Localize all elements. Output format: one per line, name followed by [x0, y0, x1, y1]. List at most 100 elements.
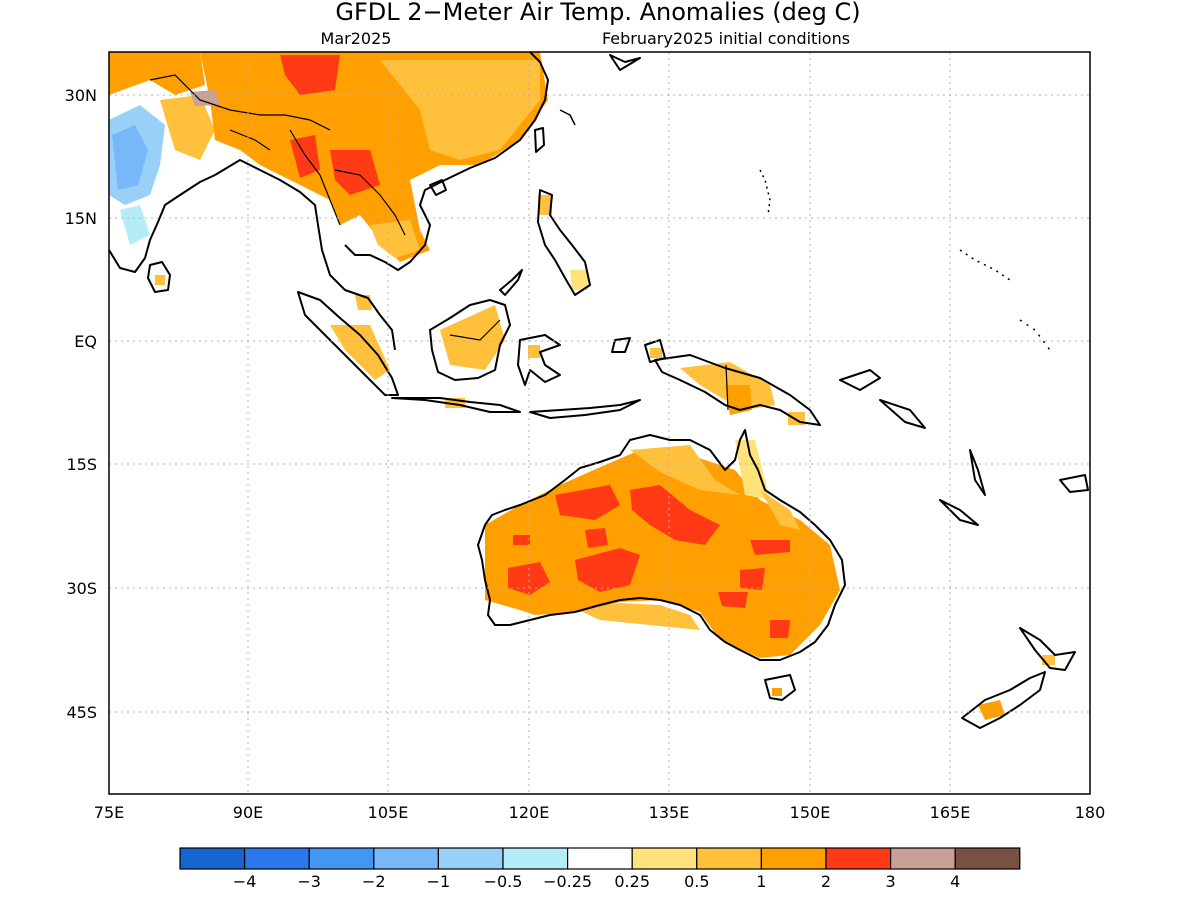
border-india-china [149, 74, 331, 131]
cape-york-light [735, 440, 770, 500]
java-coastline [391, 397, 521, 413]
china-coastline [469, 52, 549, 169]
colorbar-tick-label: −0.25 [543, 872, 592, 891]
colorbar-swatch [889, 847, 956, 870]
australia-hot-1 [555, 485, 620, 520]
mainland-se-asia-coastline [214, 159, 396, 351]
colorbar-swatch [631, 847, 698, 870]
lon-label: 180 [1075, 803, 1106, 822]
australia-hot-7 [740, 568, 765, 590]
colorbar-swatch [954, 847, 1021, 870]
lat-label: EQ [74, 332, 97, 351]
lon-label: 150E [790, 803, 831, 822]
colorbar-tick-label: −4 [233, 872, 257, 891]
colorbar-swatch [760, 847, 827, 870]
lon-label: 135E [649, 803, 690, 822]
lat-label: 30N [65, 86, 97, 105]
map-title: GFDL 2−Meter Air Temp. Anomalies (deg C) [335, 0, 860, 26]
border-bangladesh [229, 129, 271, 151]
sri-lanka-coastline [147, 261, 171, 293]
new-zealand-warm [978, 700, 1005, 720]
micronesia-dots [759, 169, 771, 216]
map-gridlines [109, 52, 1090, 794]
sulawesi-warm [528, 345, 540, 358]
latitude-labels: 30N 15N EQ 15S 30S 45S [65, 86, 97, 722]
luzon-warm [538, 195, 552, 215]
colorbar-tick-label: 0.5 [684, 872, 709, 891]
india-cool-light [120, 205, 150, 245]
lon-label: 165E [930, 803, 971, 822]
border-myanmar [289, 129, 341, 226]
lat-label: 15S [66, 455, 97, 474]
new-britain-coastline [839, 369, 881, 391]
border-thailand-laos [334, 169, 406, 236]
japan-coastline [609, 54, 641, 71]
india-cool-core [112, 125, 148, 190]
colorbar-tick-label: 0.25 [614, 872, 650, 891]
tibet-hot-2 [290, 135, 320, 178]
colorbar-swatch [437, 847, 504, 870]
initial-conditions-label: February2025 initial conditions [602, 29, 850, 48]
australia-hot-6 [750, 540, 790, 555]
borneo-warm [440, 305, 505, 370]
borneo-coastline [429, 299, 511, 381]
colorbar-tick-label: 2 [821, 872, 831, 891]
himalaya-extreme [190, 90, 220, 106]
map-frame [108, 51, 1091, 795]
lon-label: 105E [368, 803, 409, 822]
nz-north-island-coastline [1019, 627, 1076, 671]
colorbar-swatch [825, 847, 892, 870]
colorbar-tick-label: −3 [297, 872, 321, 891]
halmahera-warm [650, 348, 662, 358]
queensland-light [760, 490, 800, 530]
colorbar-swatch [502, 847, 569, 870]
longitude-labels: 75E 90E 105E 120E 135E 150E 165E 180 [94, 803, 1106, 822]
nz-south-island-coastline [961, 671, 1046, 729]
lesser-sunda-coastline [529, 399, 641, 419]
new-guinea-coastline [654, 354, 821, 426]
australia-north-light [630, 445, 740, 495]
australia-hot-3 [575, 548, 640, 592]
map-plot-area [109, 52, 1089, 729]
colorbar-tick-label: −0.5 [484, 872, 523, 891]
solomon-coastline [879, 399, 926, 429]
australia-hot-2 [630, 485, 720, 545]
colorbar-legend: −4 −3 −2 −1 −0.5 −0.25 0.25 0.5 1 2 3 4 [179, 847, 1021, 891]
border-png [725, 364, 729, 411]
thailand-gulf-coastline [344, 167, 471, 271]
colorbar-tick-label: 3 [886, 872, 896, 891]
lon-label: 75E [94, 803, 124, 822]
colorbar-swatch [566, 847, 633, 870]
indochina-light [370, 220, 420, 258]
sumatra-warm [330, 325, 390, 380]
anomaly-shading [109, 52, 1055, 720]
china-east-light-warm [380, 60, 540, 160]
northwest-light-warm [160, 95, 215, 160]
fiji-coastline [1059, 474, 1089, 493]
india-coastline [109, 174, 216, 273]
tasmania-coastline [764, 674, 796, 701]
palawan-coastline [499, 269, 523, 296]
australia-hot-4 [508, 562, 550, 595]
moluccas-coastline [611, 337, 631, 353]
australia-hot-5 [585, 528, 608, 548]
lat-label: 30S [66, 579, 97, 598]
colorbar-tick-label: −1 [427, 872, 451, 891]
colorbar-tick-label: −2 [362, 872, 386, 891]
country-borders [149, 74, 729, 411]
hainan-coastline [429, 179, 447, 196]
colorbar-swatch [308, 847, 375, 870]
colorbar-swatch [696, 847, 762, 870]
colorbar-tick-label: 1 [756, 872, 766, 891]
lon-label: 90E [233, 803, 263, 822]
lat-label: 15N [65, 209, 97, 228]
srilanka-warm [155, 275, 165, 285]
lat-label: 45S [66, 703, 97, 722]
coastlines [109, 52, 1089, 729]
sulawesi-coastline [517, 334, 561, 386]
border-borneo [449, 319, 501, 341]
kiribati-dots [1019, 319, 1051, 351]
colorbar-swatch [179, 847, 246, 870]
vanuatu-coastline [969, 449, 986, 496]
philippines-coastline [537, 189, 591, 296]
